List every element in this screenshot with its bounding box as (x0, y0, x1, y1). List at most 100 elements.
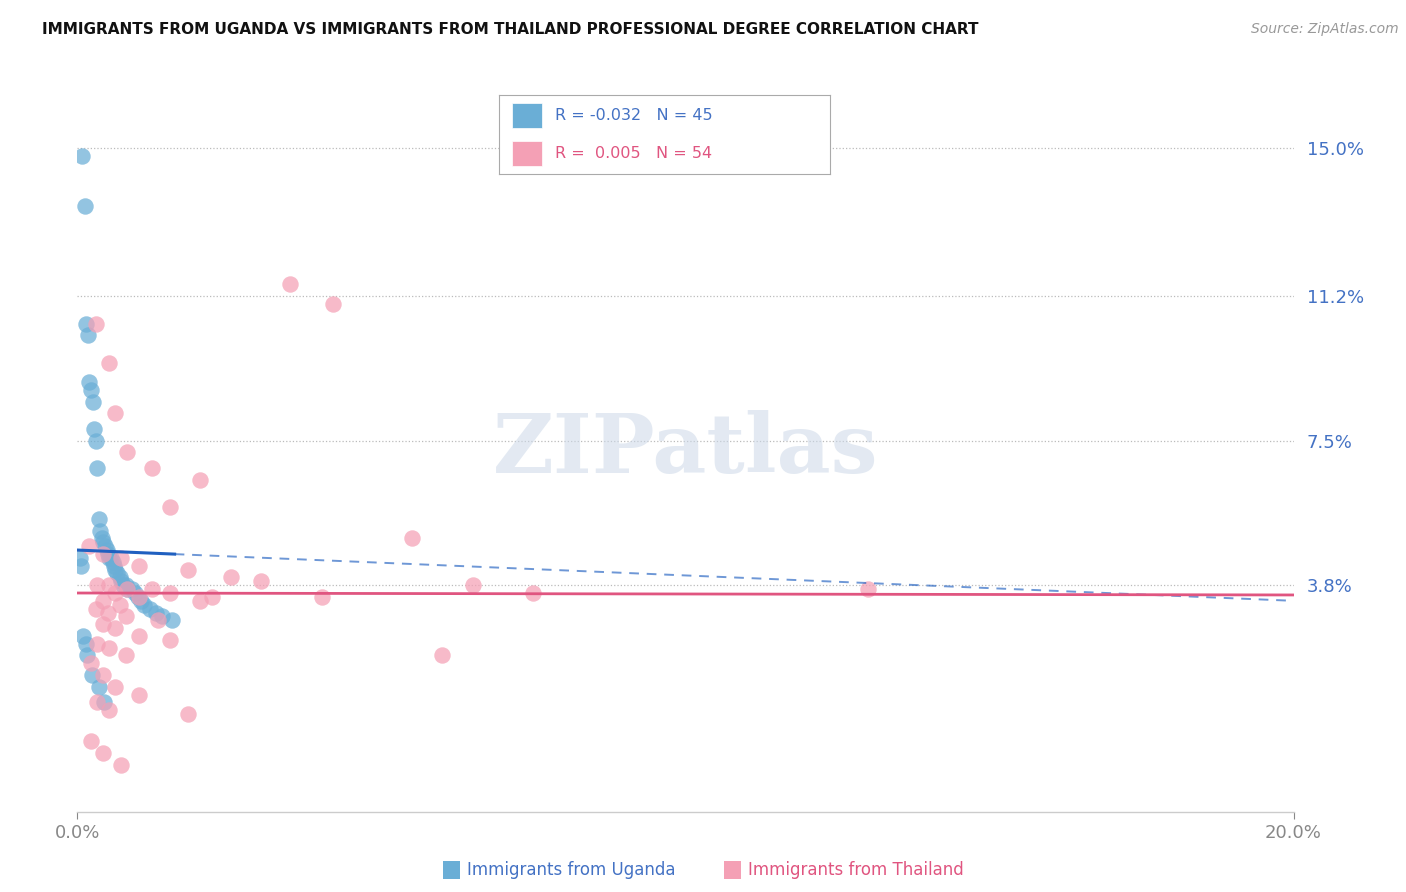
Text: R = -0.032   N = 45: R = -0.032 N = 45 (555, 108, 713, 123)
Point (128, 590, 150, 604)
Point (72, 629, 94, 643)
Point (84, 317, 107, 331)
Point (110, 550, 132, 565)
Point (311, 590, 333, 604)
Point (97, 547, 120, 561)
Point (97, 578, 120, 592)
Point (80, 734, 103, 748)
Point (82, 394, 104, 409)
Point (115, 582, 138, 596)
Point (96, 543, 118, 558)
Point (177, 707, 200, 722)
Point (91, 617, 114, 632)
Point (84, 601, 107, 615)
Point (105, 566, 128, 581)
Point (93, 539, 115, 553)
Point (278, 277, 301, 292)
Text: Immigrants from Thailand: Immigrants from Thailand (748, 861, 963, 879)
Text: ZIPatlas: ZIPatlas (492, 410, 879, 491)
Point (80, 668, 103, 682)
Point (86, 578, 108, 592)
Point (115, 578, 138, 592)
Point (401, 532, 423, 546)
Point (159, 632, 181, 647)
Point (101, 555, 124, 569)
Point (104, 621, 127, 635)
Point (76, 648, 98, 663)
Point (75, 317, 97, 331)
Point (128, 629, 150, 643)
Point (97, 606, 120, 620)
Point (93, 695, 115, 709)
Text: R =  0.005   N = 54: R = 0.005 N = 54 (555, 146, 713, 161)
Point (104, 680, 127, 694)
Point (108, 598, 131, 612)
Point (522, 586, 544, 600)
Point (104, 586, 127, 600)
Point (856, 582, 879, 596)
Point (91, 594, 114, 608)
Point (97, 355, 120, 369)
Point (115, 609, 138, 624)
Point (129, 594, 152, 608)
Point (159, 586, 181, 600)
Point (432, 648, 454, 663)
Point (80, 657, 103, 671)
Point (121, 582, 143, 596)
Point (86, 637, 108, 651)
Point (146, 613, 169, 627)
Point (219, 570, 242, 584)
Point (97, 703, 120, 717)
Point (104, 406, 127, 420)
Point (201, 590, 224, 604)
Point (124, 586, 146, 600)
Point (73, 199, 96, 213)
Point (80, 383, 103, 397)
Point (141, 461, 163, 475)
Point (70, 558, 93, 573)
Point (86, 461, 108, 475)
Point (141, 582, 163, 596)
Point (177, 563, 200, 577)
Bar (512, 103, 543, 128)
Point (104, 563, 127, 577)
Point (91, 668, 114, 682)
Point (87, 512, 110, 526)
Point (86, 695, 108, 709)
Point (90, 532, 112, 546)
Point (79, 375, 101, 389)
Point (152, 609, 174, 624)
Point (188, 473, 211, 487)
Text: Source: ZipAtlas.com: Source: ZipAtlas.com (1251, 22, 1399, 37)
Point (84, 434, 107, 448)
Point (115, 445, 138, 459)
Point (79, 539, 101, 553)
Point (134, 598, 156, 612)
Point (322, 297, 344, 311)
Point (103, 558, 125, 573)
Point (461, 578, 484, 592)
Bar (512, 141, 543, 166)
Point (77, 328, 100, 343)
Point (108, 570, 131, 584)
Point (70, 148, 93, 162)
Point (69, 550, 91, 565)
Point (91, 746, 114, 760)
Point (115, 648, 138, 663)
Point (250, 574, 273, 589)
Point (100, 550, 122, 565)
Point (160, 613, 183, 627)
Point (128, 688, 150, 702)
Point (97, 550, 120, 565)
Point (128, 558, 150, 573)
Point (97, 640, 120, 655)
Point (89, 680, 111, 694)
Point (110, 757, 132, 772)
Point (110, 574, 132, 589)
Point (145, 606, 167, 620)
Point (89, 524, 111, 538)
Point (159, 500, 181, 514)
Point (111, 578, 134, 592)
Point (139, 601, 162, 615)
Text: Immigrants from Uganda: Immigrants from Uganda (467, 861, 675, 879)
